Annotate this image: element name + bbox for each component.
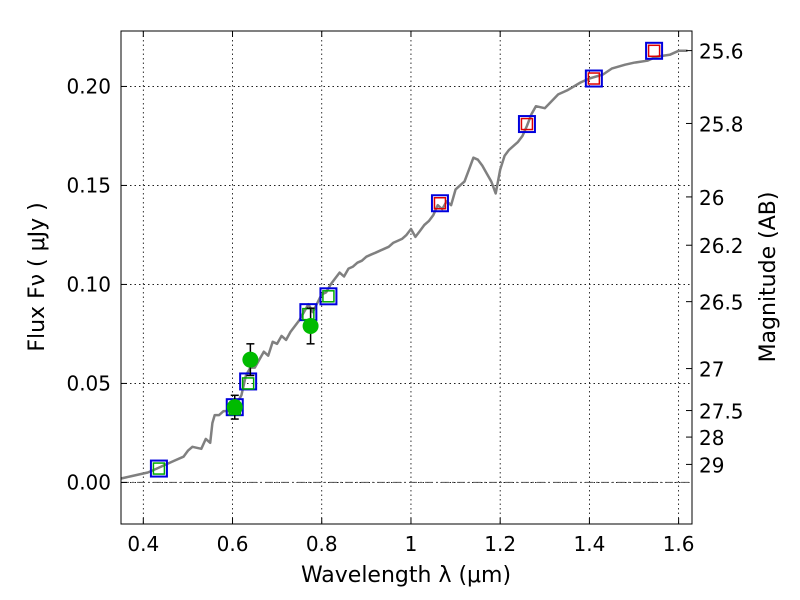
series-layer bbox=[120, 41, 688, 480]
magnitude-tick-label: 26.2 bbox=[699, 234, 744, 258]
band-inner-square bbox=[647, 44, 661, 58]
model-band-square bbox=[149, 459, 168, 478]
x-tick-label: 0.6 bbox=[217, 532, 249, 556]
y2-axis-label: Magnitude (AB) bbox=[756, 192, 781, 363]
model-band-square bbox=[584, 69, 603, 88]
band-inner-square bbox=[152, 462, 166, 475]
model-band-square bbox=[319, 287, 338, 306]
magnitude-tick-label: 26 bbox=[699, 186, 724, 210]
y-tick-label: 0.05 bbox=[66, 371, 111, 395]
magnitude-tick-label: 26.5 bbox=[699, 291, 744, 315]
y-tick-label: 0.00 bbox=[66, 470, 111, 494]
plot-frame bbox=[120, 30, 693, 525]
observed-flux-point bbox=[302, 318, 319, 335]
y-tick-label: 0.10 bbox=[66, 272, 111, 296]
grid bbox=[121, 31, 692, 524]
x-tick-label: 0.4 bbox=[127, 532, 159, 556]
x-tick-label: 1.4 bbox=[573, 532, 605, 556]
x-axis-label: Wavelength λ (μm) bbox=[301, 563, 511, 588]
band-inner-square bbox=[241, 377, 255, 390]
x-ticks: 0.4 0.6 0.8 1 1.2 1.4 1.6 bbox=[127, 31, 695, 556]
magnitude-tick-label: 25.6 bbox=[699, 40, 744, 64]
magnitude-tick-label: 28 bbox=[699, 426, 724, 450]
band-inner-square bbox=[322, 290, 335, 303]
magnitude-ticks: 25.6 25.8 26 26.2 26.5 27 27.528 29 bbox=[686, 40, 744, 477]
model-band-square bbox=[430, 194, 449, 213]
observed-flux-point bbox=[242, 351, 259, 368]
y-tick-label: 0.15 bbox=[66, 173, 111, 197]
band-inner-square bbox=[520, 117, 534, 131]
y-tick-label: 0.20 bbox=[66, 74, 111, 98]
magnitude-tick-label: 27.5 bbox=[699, 400, 744, 424]
x-tick-label: 0.8 bbox=[306, 532, 338, 556]
magnitude-tick-label: 25.8 bbox=[699, 112, 744, 136]
band-inner-square bbox=[433, 197, 447, 210]
x-tick-label: 1 bbox=[405, 532, 418, 556]
magnitude-tick-label: 27 bbox=[699, 358, 724, 382]
model-spectrum-line bbox=[120, 49, 688, 480]
observed-flux-point bbox=[226, 399, 243, 416]
x-tick-label: 1.2 bbox=[484, 532, 516, 556]
y-axis-label: Flux Fν ( μJy ) bbox=[25, 202, 50, 351]
model-band-square bbox=[645, 41, 664, 60]
magnitude-tick-label: 29 bbox=[699, 453, 724, 477]
model-band-square bbox=[517, 115, 536, 134]
y-ticks: 0.00 0.05 0.10 0.15 0.20 bbox=[66, 74, 127, 494]
band-inner-square bbox=[587, 72, 601, 85]
x-tick-label: 1.6 bbox=[663, 532, 695, 556]
